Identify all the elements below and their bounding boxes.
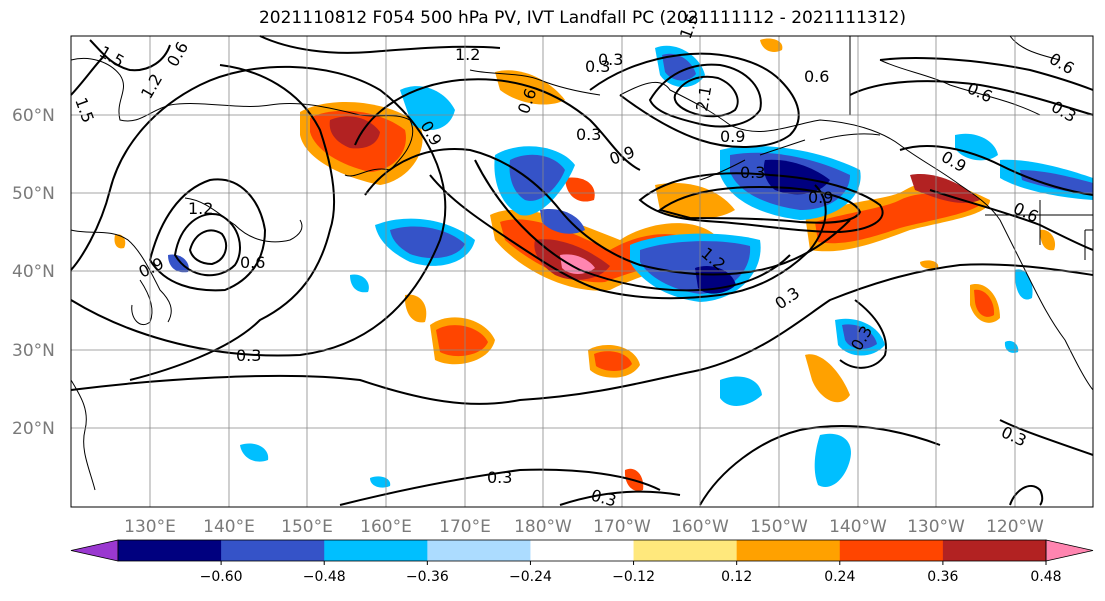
- colorbar-segment: [942, 540, 1047, 561]
- colorbar: −0.60 −0.48 −0.36 −0.24 −0.12 0.12 0.24 0.36 0.4…: [70, 539, 1094, 585]
- contour-label: 0.3: [576, 125, 601, 144]
- lon-label: 140°E: [203, 517, 255, 537]
- contour-label: 0.3: [740, 163, 765, 182]
- colorbar-extend-high: [1045, 539, 1094, 562]
- lon-label: 170°W: [593, 517, 651, 537]
- longitude-labels: 130°E 140°E 150°E 160°E 170°E 180°W 170°…: [124, 517, 1044, 537]
- colorbar-tick-label: −0.12: [612, 569, 655, 585]
- lat-label-50n: 50°N: [12, 184, 55, 204]
- colorbar-tick-label: 0.12: [721, 569, 752, 585]
- colorbar-frame: [117, 539, 1047, 562]
- lon-label: 160°E: [360, 517, 412, 537]
- colorbar-segment: [839, 540, 944, 561]
- lon-label: 150°E: [281, 517, 333, 537]
- contour-label: 1.2: [188, 199, 213, 218]
- colorbar-segment: [221, 540, 325, 561]
- latitude-labels: 60°N 50°N 40°N 30°N 20°N: [12, 106, 55, 439]
- colorbar-extend-low: [70, 539, 119, 562]
- lon-label: 140°W: [829, 517, 887, 537]
- pv-contours: [70, 35, 1094, 506]
- lon-label: 170°E: [439, 517, 491, 537]
- colorbar-tick-label: −0.24: [509, 569, 552, 585]
- contour-label: 0.6: [804, 67, 829, 86]
- map-frame: [70, 35, 1094, 508]
- colorbar-segment: [633, 540, 738, 561]
- contour-label: 0.9: [720, 127, 745, 146]
- colorbar-segment: [324, 540, 428, 561]
- colorbar-segment: [736, 540, 841, 561]
- colorbar-ticks: −0.60 −0.48 −0.36 −0.24 −0.12 0.12 0.24 0.36 0.4…: [200, 561, 1062, 585]
- lon-label: 150°W: [750, 517, 808, 537]
- lat-label-40n: 40°N: [12, 262, 55, 282]
- contour-label: 0.3: [236, 346, 261, 365]
- contour-label: 0.9: [808, 188, 833, 207]
- lat-label-20n: 20°N: [12, 419, 55, 439]
- contour-label: 0.3: [487, 468, 512, 487]
- colorbar-segment: [530, 540, 635, 561]
- colorbar-tick-label: 0.48: [1030, 569, 1061, 585]
- colorbar-tick-label: 0.24: [824, 569, 855, 585]
- lat-label-60n: 60°N: [12, 106, 55, 126]
- contour-label: 0.3: [585, 57, 610, 76]
- lon-label: 180°W: [514, 517, 572, 537]
- colorbar-tick-label: 0.36: [927, 569, 958, 585]
- colorbar-segments: [70, 539, 1094, 562]
- colorbar-tick-label: −0.48: [303, 569, 346, 585]
- positive-anomaly-shading: [114, 38, 1056, 491]
- lat-label-30n: 30°N: [12, 341, 55, 361]
- lon-label: 120°W: [986, 517, 1044, 537]
- contour-label: 0.3: [598, 50, 623, 69]
- colorbar-tick-label: −0.36: [406, 569, 449, 585]
- lon-label: 130°W: [907, 517, 965, 537]
- lon-label: 130°E: [124, 517, 176, 537]
- colorbar-segment: [427, 540, 531, 561]
- coastlines: [70, 35, 1094, 491]
- graticule: [71, 36, 1093, 507]
- contour-label: 2.1: [692, 84, 715, 112]
- plot-title: 2021110812 F054 500 hPa PV, IVT Landfall…: [258, 8, 906, 28]
- contour-label: 0.6: [240, 253, 265, 272]
- colorbar-tick-label: −0.60: [200, 569, 243, 585]
- contour-label: 1.2: [455, 45, 480, 64]
- lon-label: 160°W: [671, 517, 729, 537]
- colorbar-segment: [118, 540, 222, 561]
